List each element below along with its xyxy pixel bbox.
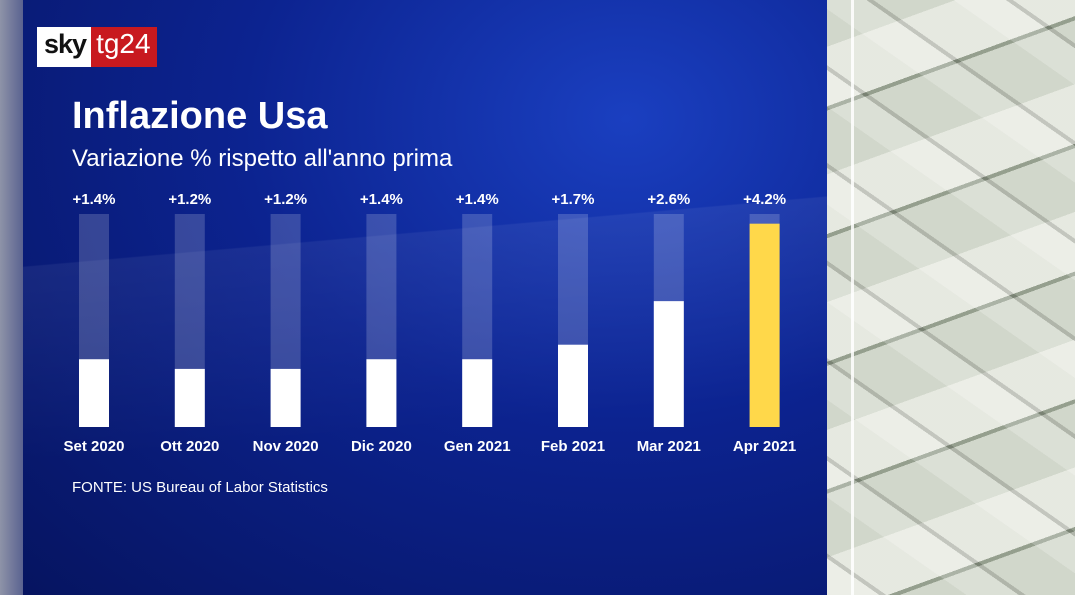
light-sheen bbox=[23, 0, 827, 595]
category-label: Gen 2021 bbox=[444, 438, 511, 455]
bar bbox=[558, 344, 588, 427]
logo-tg24: tg24 bbox=[91, 27, 157, 67]
bar bbox=[174, 368, 205, 427]
bar bbox=[270, 368, 301, 427]
chart-subtitle: Variazione % rispetto all'anno prima bbox=[72, 145, 453, 172]
background-left-strip bbox=[0, 0, 23, 595]
value-label: +1.2% bbox=[264, 191, 307, 208]
category-label: Mar 2021 bbox=[637, 438, 701, 455]
value-label: +1.7% bbox=[552, 191, 595, 208]
dollar-bills-photo bbox=[827, 0, 1075, 595]
value-label: +1.4% bbox=[456, 191, 499, 208]
skytg24-logo: sky tg24 bbox=[37, 27, 157, 67]
bar bbox=[79, 359, 109, 427]
value-label: +1.4% bbox=[73, 191, 116, 208]
source-note: FONTE: US Bureau of Labor Statistics bbox=[72, 479, 328, 496]
divider-line bbox=[851, 0, 854, 595]
logo-sky: sky bbox=[37, 27, 92, 67]
category-label: Ott 2020 bbox=[160, 438, 219, 455]
value-label: +4.2% bbox=[743, 191, 786, 208]
category-label: Feb 2021 bbox=[541, 438, 605, 455]
value-label: +1.2% bbox=[168, 191, 211, 208]
category-label: Nov 2020 bbox=[253, 438, 319, 455]
bar bbox=[653, 301, 684, 427]
bar bbox=[749, 223, 780, 427]
category-label: Apr 2021 bbox=[733, 438, 796, 455]
value-label: +1.4% bbox=[360, 191, 403, 208]
bar bbox=[366, 359, 397, 427]
chart-title: Inflazione Usa bbox=[72, 95, 328, 137]
bar bbox=[462, 359, 493, 427]
graphic-panel bbox=[23, 0, 827, 595]
category-label: Set 2020 bbox=[64, 438, 125, 455]
value-label: +2.6% bbox=[647, 191, 690, 208]
category-label: Dic 2020 bbox=[351, 438, 412, 455]
